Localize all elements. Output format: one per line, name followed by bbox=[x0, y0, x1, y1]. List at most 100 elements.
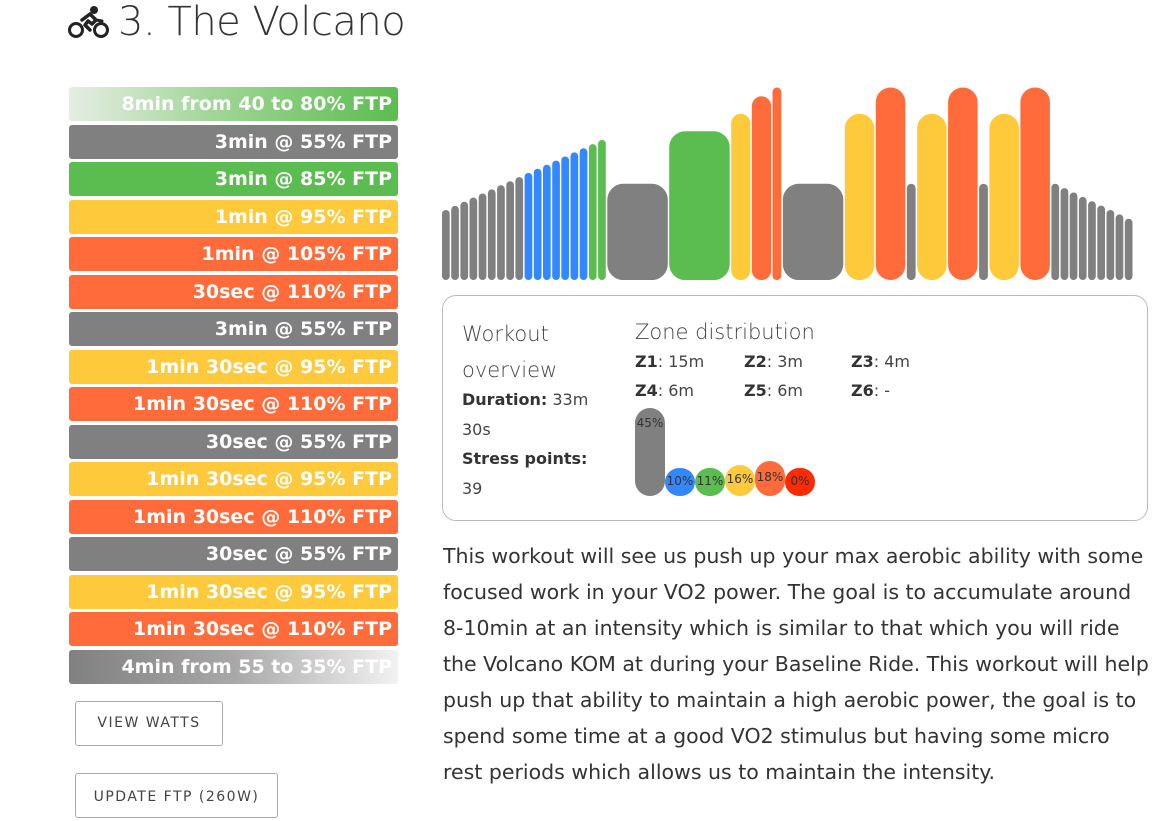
zone-value: 3m bbox=[777, 352, 803, 371]
duration-value: 33m 30s bbox=[462, 390, 589, 439]
zone-bar: 16% bbox=[725, 464, 755, 496]
zone-item-z6: Z6: - bbox=[851, 381, 890, 400]
ramp-step-bar bbox=[469, 197, 478, 280]
zone-bar-label: 0% bbox=[790, 474, 810, 488]
interval-item: 1min 30sec @ 95% FTP bbox=[69, 349, 398, 384]
interval-bar bbox=[917, 113, 947, 280]
ramp-step-bar bbox=[561, 156, 569, 280]
workout-overview-card: Workout overview Duration: 33m 30s Stres… bbox=[442, 295, 1148, 521]
interval-bar bbox=[782, 183, 844, 280]
workout-description: This workout will see us push up your ma… bbox=[443, 544, 1149, 784]
ramp-step-bar bbox=[515, 177, 524, 280]
ramp-step-bar bbox=[487, 189, 496, 280]
zone-value: - bbox=[884, 381, 890, 400]
zone-item-z4: Z4: 6m bbox=[635, 381, 694, 400]
interval-item: 30sec @ 55% FTP bbox=[69, 537, 398, 571]
duration-line: Duration: 33m 30s bbox=[462, 385, 602, 445]
interval-item: 3min @ 55% FTP bbox=[69, 124, 398, 159]
interval-item: 1min 30sec @ 110% FTP bbox=[69, 499, 398, 534]
zone-bar: 45% bbox=[635, 408, 665, 496]
ramp-step-bar bbox=[533, 168, 542, 280]
zone-value: 4m bbox=[884, 352, 910, 371]
ramp-step-bar bbox=[1115, 214, 1124, 280]
zone-label: Z6 bbox=[851, 381, 874, 400]
ramp-step-bar bbox=[1124, 218, 1133, 280]
interval-bar bbox=[1020, 87, 1050, 280]
zone-item-z2: Z2: 3m bbox=[744, 352, 803, 371]
ramp-step-bar bbox=[1060, 188, 1069, 280]
ramp-step-bar bbox=[598, 140, 606, 280]
zone-label: Z2 bbox=[744, 352, 767, 371]
ramp-step-bar bbox=[524, 172, 533, 280]
interval-bar bbox=[669, 131, 730, 280]
zone-item-z5: Z5: 6m bbox=[744, 381, 803, 400]
zone-bar-label: 16% bbox=[726, 472, 754, 487]
stress-label: Stress points: bbox=[462, 449, 588, 468]
ramp-step-bar bbox=[1078, 196, 1087, 280]
interval-item: 1min 30sec @ 110% FTP bbox=[69, 612, 398, 646]
ramp-step-bar bbox=[1069, 192, 1078, 280]
interval-bar bbox=[731, 113, 751, 280]
interval-item: 1min 30sec @ 95% FTP bbox=[69, 574, 398, 609]
workout-profile-svg bbox=[442, 87, 1133, 280]
interval-list: 8min from 40 to 80% FTP 3min @ 55% FTP 3mi… bbox=[69, 87, 398, 687]
ramp-step-bar bbox=[1106, 210, 1115, 280]
zone-bar: 0% bbox=[785, 468, 815, 496]
zone-bar: 18% bbox=[755, 460, 785, 496]
interval-item: 30sec @ 55% FTP bbox=[69, 424, 398, 459]
overview-heading: Workout overview bbox=[462, 322, 558, 382]
interval-bar bbox=[751, 96, 772, 280]
zone-value: 6m bbox=[668, 381, 694, 400]
interval-item: 8min from 40 to 80% FTP bbox=[69, 87, 398, 121]
zone-label: Z1 bbox=[635, 352, 658, 371]
zone-bar-label: 11% bbox=[696, 474, 724, 488]
interval-item: 1min @ 95% FTP bbox=[69, 199, 398, 234]
zone-bar: 11% bbox=[695, 468, 725, 496]
zone-bar-label: 18% bbox=[756, 470, 784, 485]
view-watts-button[interactable]: VIEW WATTS bbox=[75, 701, 223, 746]
interval-bar bbox=[948, 87, 978, 280]
stress-value: 39 bbox=[462, 479, 483, 498]
zone-bar-label: 45% bbox=[636, 416, 664, 430]
ramp-step-bar bbox=[552, 160, 560, 280]
page-title: 3. The Volcano bbox=[118, 0, 406, 45]
zone-value: 6m bbox=[777, 381, 803, 400]
workout-title: 3. The Volcano bbox=[68, 0, 406, 45]
ramp-step-bar bbox=[1051, 183, 1060, 280]
interval-bar bbox=[875, 87, 906, 280]
update-ftp-button[interactable]: UPDATE FTP (260W) bbox=[75, 773, 278, 818]
ramp-step-bar bbox=[579, 148, 588, 280]
ramp-step-bar bbox=[1097, 205, 1105, 280]
interval-item: 3min @ 85% FTP bbox=[69, 162, 398, 196]
interval-bar bbox=[989, 113, 1019, 280]
zone-distribution-heading: Zone distribution bbox=[635, 320, 815, 344]
interval-bar bbox=[607, 183, 668, 280]
ramp-step-bar bbox=[506, 181, 514, 280]
interval-bar bbox=[844, 113, 875, 280]
stress-line: Stress points: 39 bbox=[462, 444, 602, 504]
ramp-step-bar bbox=[451, 205, 459, 280]
interval-bar bbox=[979, 183, 988, 280]
zone-item-z3: Z3: 4m bbox=[851, 352, 910, 371]
zone-label: Z5 bbox=[744, 381, 767, 400]
interval-item: 1min 30sec @ 110% FTP bbox=[69, 387, 398, 421]
zone-item-z1: Z1: 15m bbox=[635, 352, 705, 371]
zone-bar-label: 10% bbox=[666, 474, 694, 488]
ramp-step-bar bbox=[543, 164, 551, 280]
ramp-step-bar bbox=[460, 201, 469, 280]
ramp-step-bar bbox=[1088, 201, 1096, 280]
workout-profile-chart bbox=[442, 84, 1134, 280]
duration-label: Duration: bbox=[462, 390, 548, 409]
zone-bar: 10% bbox=[665, 468, 695, 496]
ramp-step-bar bbox=[478, 193, 487, 280]
interval-item: 30sec @ 110% FTP bbox=[69, 274, 398, 309]
interval-bar bbox=[906, 183, 916, 280]
interval-item: 1min 30sec @ 95% FTP bbox=[69, 462, 398, 496]
interval-bar bbox=[772, 87, 782, 280]
interval-item: 1min @ 105% FTP bbox=[69, 237, 398, 271]
cyclist-icon bbox=[68, 6, 109, 38]
ramp-step-bar bbox=[497, 185, 505, 280]
ramp-step-bar bbox=[570, 152, 579, 280]
interval-item: 4min from 55 to 35% FTP bbox=[69, 649, 398, 684]
interval-item: 3min @ 55% FTP bbox=[69, 312, 398, 346]
